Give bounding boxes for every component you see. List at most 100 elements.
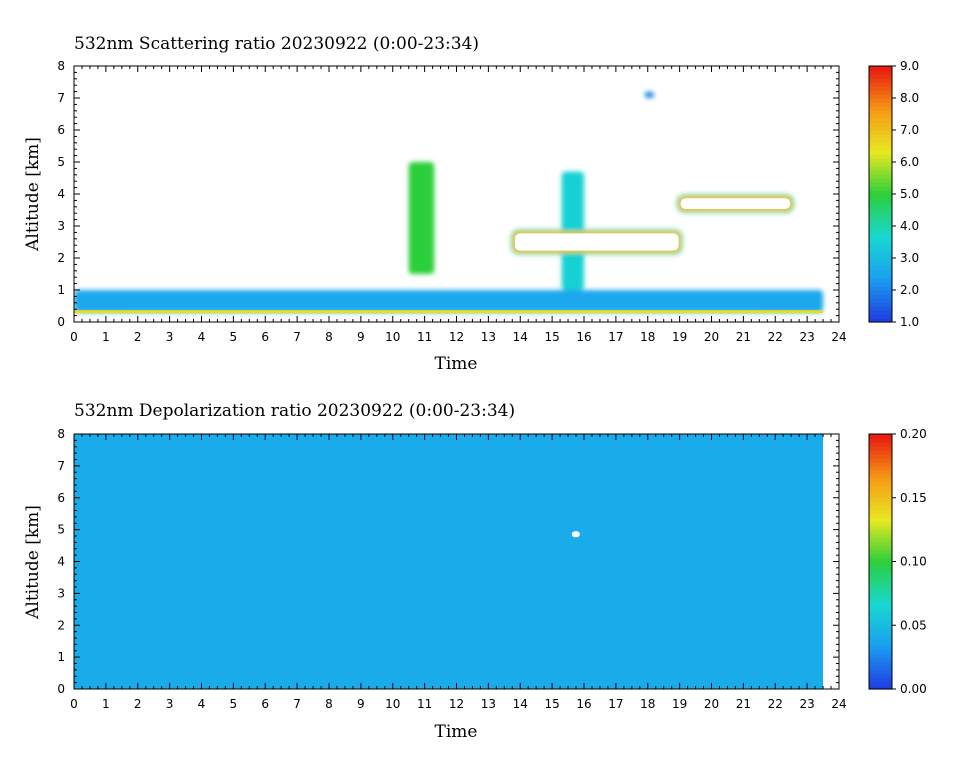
colorbar-segment bbox=[869, 553, 892, 559]
y-tick-label: 3 bbox=[57, 586, 65, 600]
colorbar-segment bbox=[869, 318, 892, 323]
colorbar-segment bbox=[869, 497, 892, 503]
colorbar-segment bbox=[869, 537, 892, 543]
colorbar-segment bbox=[869, 266, 892, 271]
colorbar-tick-label: 0.05 bbox=[900, 618, 927, 632]
colorbar-segment bbox=[869, 661, 892, 666]
x-tick-label: 8 bbox=[325, 330, 333, 344]
colorbar-segment bbox=[869, 585, 892, 590]
colorbar-segment bbox=[869, 641, 892, 646]
heatmap-cell bbox=[74, 290, 824, 313]
colorbar-segment bbox=[869, 202, 892, 207]
heatmap-cell bbox=[514, 233, 679, 251]
colorbar-segment bbox=[869, 617, 892, 622]
x-ticks: 0 1 2 3 4 5 6 7 8 9 10 11 12 13 14 15 16 17 18 19 20 21 22 23 24 bbox=[70, 66, 847, 344]
y-tick-label: 8 bbox=[57, 59, 65, 73]
colorbar-segment bbox=[869, 274, 892, 279]
colorbar-segment bbox=[869, 166, 892, 171]
colorbar-segment bbox=[869, 66, 892, 71]
colorbar-segment bbox=[869, 162, 892, 167]
x-tick-label: 2 bbox=[134, 330, 142, 344]
panel-scattering-ratio: 532nm Scattering ratio 20230922 (0:00-23… bbox=[23, 34, 919, 374]
heatmap-layer bbox=[74, 434, 824, 689]
colorbar-segment bbox=[869, 210, 892, 215]
colorbar-segment bbox=[869, 613, 892, 618]
colorbar-segment bbox=[869, 489, 892, 495]
x-tick-label: 5 bbox=[230, 330, 238, 344]
colorbar-segment bbox=[869, 625, 892, 630]
x-axis-label: Time bbox=[435, 354, 478, 374]
colorbar-segment bbox=[869, 501, 892, 507]
colorbar-segment bbox=[869, 653, 892, 658]
x-tick-label: 13 bbox=[481, 330, 496, 344]
colorbar-segment bbox=[869, 226, 892, 231]
colorbar-segment bbox=[869, 218, 892, 223]
colorbar-segment bbox=[869, 565, 892, 571]
colorbar-segment bbox=[869, 138, 892, 143]
colorbar-segment bbox=[869, 517, 892, 523]
colorbar-segment bbox=[869, 190, 892, 195]
colorbar-segment bbox=[869, 629, 892, 634]
colorbar-segment bbox=[869, 637, 892, 642]
x-tick-label: 13 bbox=[481, 697, 496, 711]
heatmap-cell bbox=[644, 91, 655, 98]
colorbar-segment bbox=[869, 250, 892, 255]
colorbar-tick-label: 0.10 bbox=[900, 555, 927, 569]
x-tick-label: 2 bbox=[134, 697, 142, 711]
y-axis-label: Altitude [km] bbox=[23, 137, 43, 252]
colorbar-segment bbox=[869, 513, 892, 519]
heatmap-cell bbox=[74, 310, 824, 314]
colorbar-segment bbox=[869, 234, 892, 239]
colorbar-segment bbox=[869, 142, 892, 147]
colorbar-segment bbox=[869, 282, 892, 287]
colorbar-segment bbox=[869, 174, 892, 179]
colorbar-segment bbox=[869, 198, 892, 203]
colorbar-segment bbox=[869, 262, 892, 267]
y-tick-label: 5 bbox=[57, 523, 65, 537]
colorbar-segment bbox=[869, 298, 892, 303]
colorbar-segment bbox=[869, 493, 892, 499]
x-tick-label: 23 bbox=[799, 697, 814, 711]
colorbar-segment bbox=[869, 669, 892, 674]
colorbar-segment bbox=[869, 94, 892, 99]
x-tick-label: 16 bbox=[576, 330, 591, 344]
x-tick-label: 21 bbox=[736, 697, 751, 711]
y-tick-label: 6 bbox=[57, 491, 65, 505]
colorbar-segment bbox=[869, 645, 892, 650]
colorbar-segment bbox=[869, 98, 892, 103]
colorbar-segment bbox=[869, 230, 892, 235]
chart-title: 532nm Scattering ratio 20230922 (0:00-23… bbox=[74, 34, 479, 54]
colorbar-tick-label: 0.15 bbox=[900, 491, 927, 505]
colorbar-segment bbox=[869, 154, 892, 159]
colorbar-segment bbox=[869, 178, 892, 183]
colorbar-segment bbox=[869, 214, 892, 219]
x-tick-label: 0 bbox=[70, 697, 78, 711]
colorbar-segment bbox=[869, 222, 892, 227]
colorbar-segment bbox=[869, 238, 892, 243]
colorbar-segment bbox=[869, 469, 892, 475]
colorbar-segment bbox=[869, 605, 892, 610]
x-tick-label: 3 bbox=[166, 330, 174, 344]
y-tick-label: 0 bbox=[57, 315, 65, 329]
colorbar-segment bbox=[869, 445, 892, 451]
colorbar-segment bbox=[869, 246, 892, 251]
colorbar-segment bbox=[869, 521, 892, 527]
y-ticks: 0 1 2 3 4 5 6 7 8 bbox=[57, 59, 839, 329]
colorbar-segment bbox=[869, 685, 892, 690]
colorbar-segment bbox=[869, 110, 892, 115]
x-tick-label: 12 bbox=[449, 697, 464, 711]
colorbar-segment bbox=[869, 649, 892, 654]
colorbar-segment bbox=[869, 541, 892, 547]
x-tick-label: 12 bbox=[449, 330, 464, 344]
colorbar-tick-label: 6.0 bbox=[900, 155, 919, 169]
colorbar-segment bbox=[869, 569, 892, 575]
colorbar-segment bbox=[869, 449, 892, 455]
x-tick-label: 5 bbox=[230, 697, 238, 711]
x-tick-label: 7 bbox=[293, 697, 301, 711]
x-ticks: 0 1 2 3 4 5 6 7 8 9 10 11 12 13 14 15 16 17 18 19 20 21 22 23 24 bbox=[70, 434, 847, 711]
y-tick-label: 7 bbox=[57, 91, 65, 105]
colorbar-tick-label: 2.0 bbox=[900, 283, 919, 297]
colorbar-segment bbox=[869, 597, 892, 602]
